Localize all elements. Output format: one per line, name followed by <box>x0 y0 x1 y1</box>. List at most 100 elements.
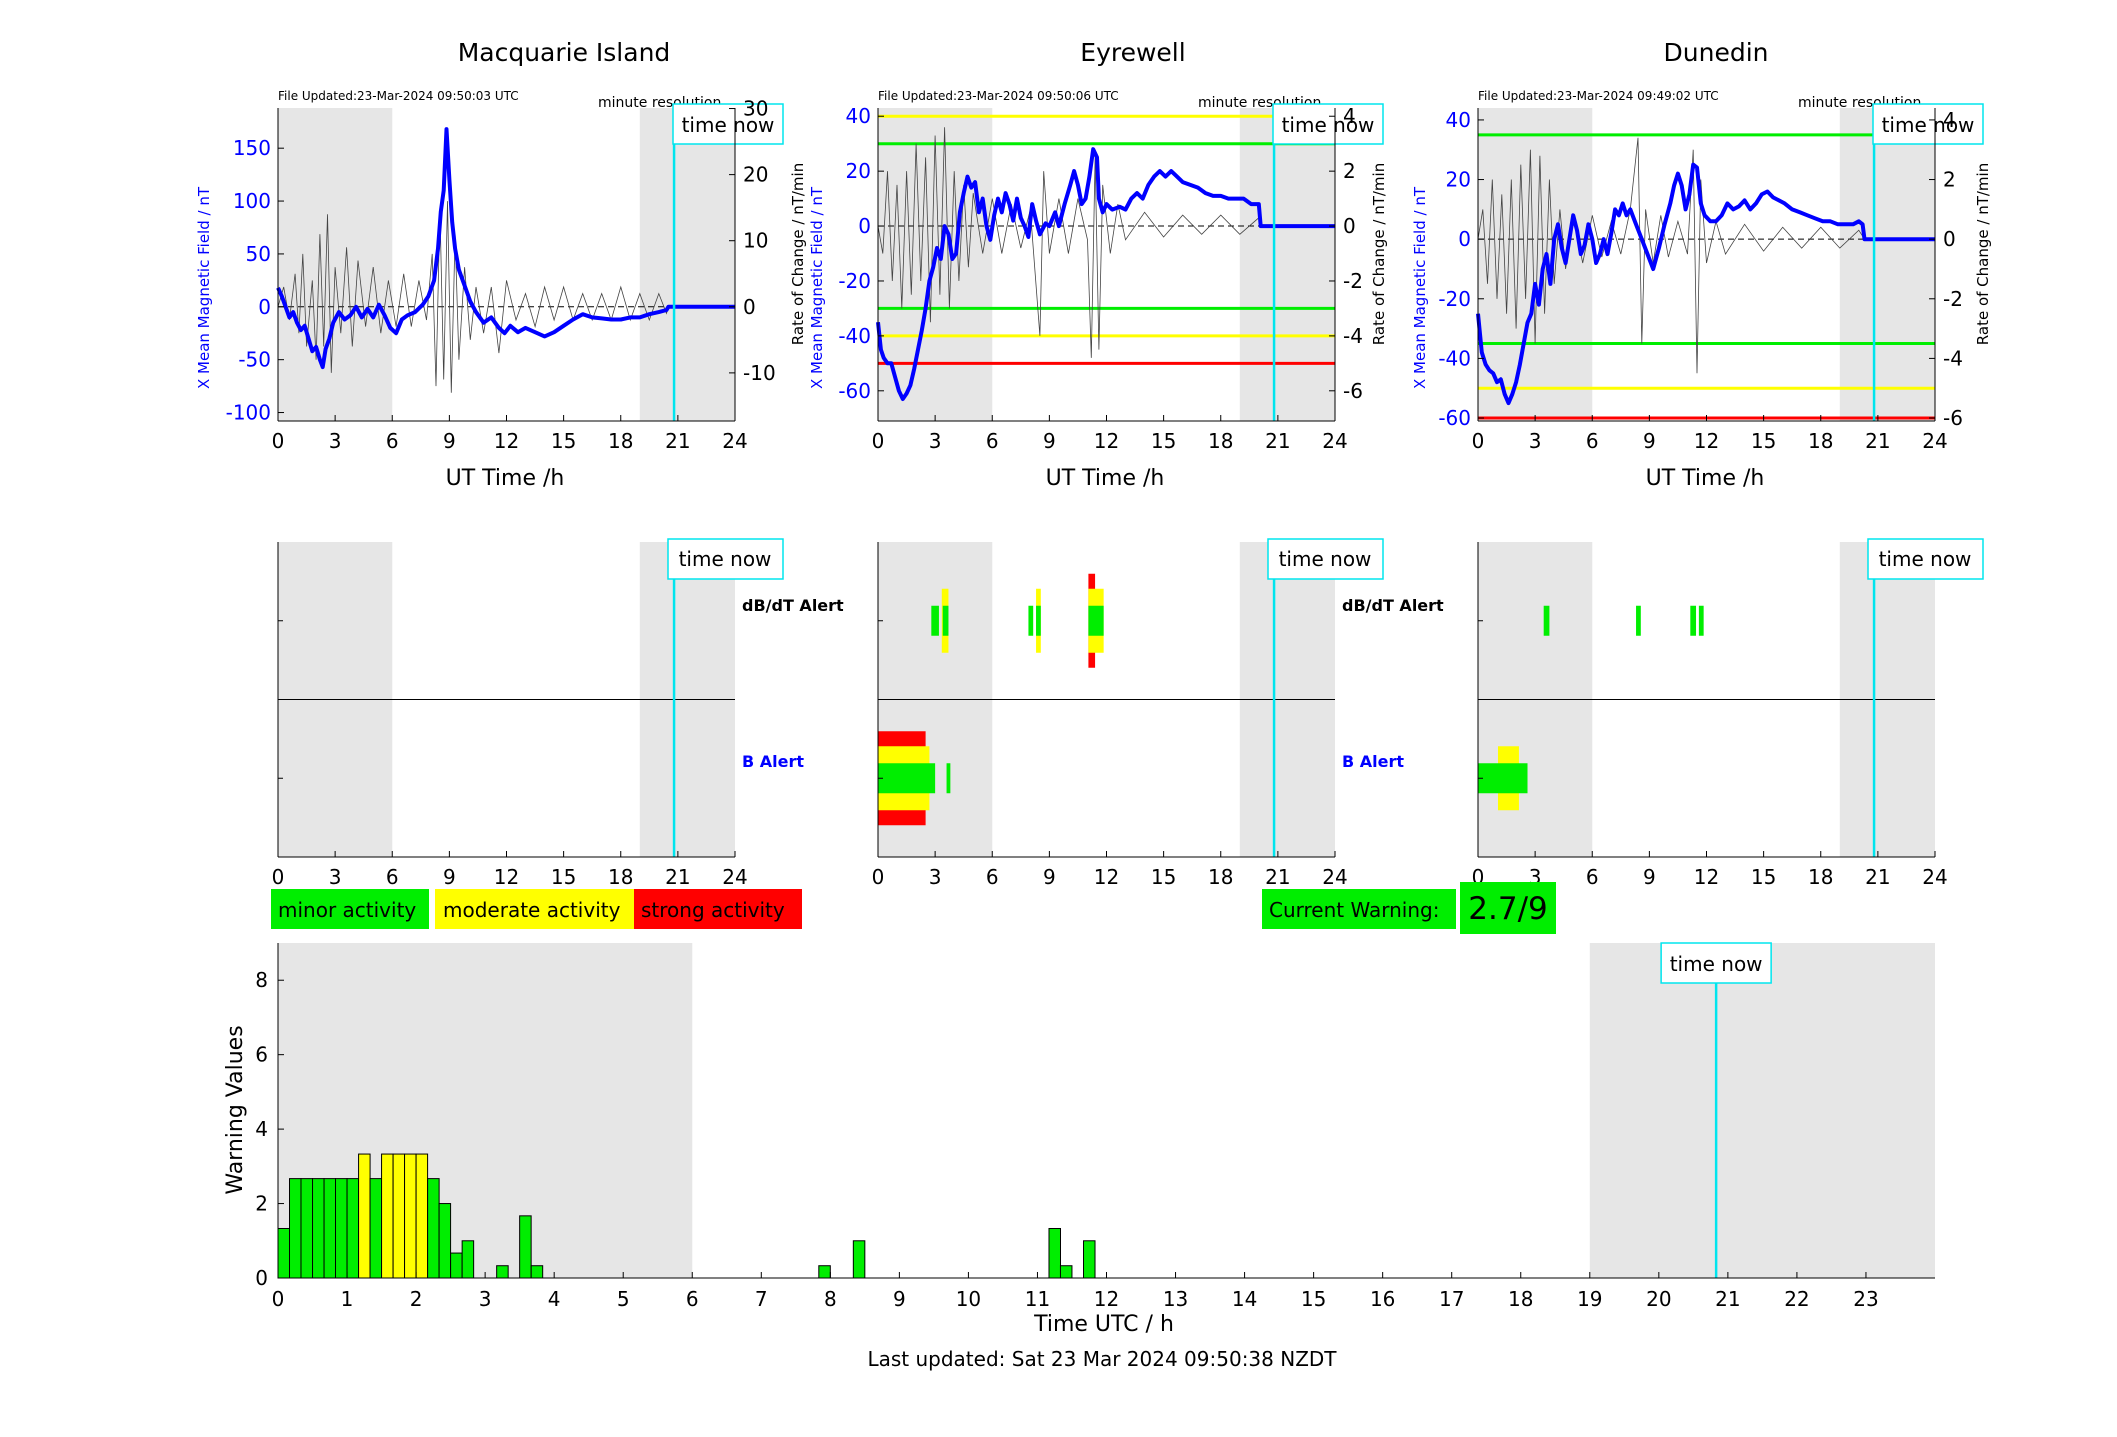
x-tick-label: 3 <box>929 865 942 889</box>
x-tick-label: 21 <box>1265 865 1290 889</box>
time-now-label: time now <box>679 547 772 571</box>
warning-bar <box>277 1227 291 1279</box>
night-shade <box>1478 108 1593 421</box>
right-tick-label: 20 <box>743 163 768 187</box>
left-tick-label: -40 <box>838 324 871 348</box>
right-tick-label: -10 <box>743 361 776 385</box>
time-now-box <box>1267 538 1384 580</box>
x-tick-label: 0 <box>872 865 885 889</box>
x-tick-label: 6 <box>986 429 999 453</box>
x-tick-label: 10 <box>956 1287 981 1311</box>
x-tick-label: 12 <box>1694 865 1719 889</box>
x-tick-label: 21 <box>1865 429 1890 453</box>
x-tick-label: 18 <box>608 429 633 453</box>
warning-bar <box>358 1153 371 1279</box>
time-now-box <box>1872 103 1984 145</box>
time-now-box <box>1660 942 1772 984</box>
left-tick-label: 40 <box>846 104 871 128</box>
station-title-macquarie: Macquarie Island <box>458 38 671 67</box>
right-tick-label: -4 <box>1343 324 1363 348</box>
night-shade <box>1589 943 1935 1278</box>
x-tick-label: 12 <box>1694 429 1719 453</box>
x-tick-label: 5 <box>617 1287 630 1311</box>
x-tick-label: 3 <box>929 429 942 453</box>
left-tick-label: -60 <box>838 379 871 403</box>
ylabel-field-dunedin: X Mean Magnetic Field / nT <box>1411 186 1429 389</box>
left-tick-label: -60 <box>1438 406 1471 430</box>
x-tick-label: 6 <box>386 429 399 453</box>
current-warning-value-box <box>1460 882 1556 934</box>
file-updated-eyrewell: File Updated:23-Mar-2024 09:50:06 UTC <box>878 89 1119 103</box>
x-tick-label: 15 <box>1151 865 1176 889</box>
warning-bar <box>289 1178 302 1279</box>
right-tick-label: 2 <box>1343 159 1356 183</box>
x-tick-label: 16 <box>1370 1287 1395 1311</box>
x-tick-label: 6 <box>1586 865 1599 889</box>
warning-bar <box>461 1240 475 1279</box>
x-tick-label: 19 <box>1577 1287 1602 1311</box>
warning-bar <box>496 1265 509 1279</box>
warning-bar <box>450 1252 463 1279</box>
left-tick-label: 50 <box>246 242 271 266</box>
warning-bar <box>323 1178 337 1279</box>
x-tick-label: 4 <box>548 1287 561 1311</box>
left-tick-label: 150 <box>233 136 271 160</box>
x-tick-label: 0 <box>1472 429 1485 453</box>
warning-bar <box>346 1178 360 1279</box>
b-alert-bar <box>1478 763 1528 794</box>
alert-panel-macquarie: time now 0 3 6 9 12 15 18 21 24 <box>272 538 784 889</box>
x-tick-label: 12 <box>494 865 519 889</box>
x-tick-label: 9 <box>1643 429 1656 453</box>
time-now-label: time now <box>1879 547 1972 571</box>
x-tick-label: 18 <box>1208 429 1233 453</box>
file-updated-macquarie: File Updated:23-Mar-2024 09:50:03 UTC <box>278 89 519 103</box>
warning-bar <box>530 1265 544 1279</box>
time-now-label: time now <box>1282 113 1375 137</box>
x-tick-label: 18 <box>1808 429 1833 453</box>
right-tick-label: -4 <box>1943 346 1963 370</box>
x-tick-label: 7 <box>755 1287 768 1311</box>
file-updated-dunedin: File Updated:23-Mar-2024 09:49:02 UTC <box>1478 89 1719 103</box>
warning-bar <box>381 1153 394 1279</box>
warning-xlabel: Time UTC / h <box>1033 1312 1174 1337</box>
x-tick-label: 13 <box>1163 1287 1188 1311</box>
right-tick-label: -2 <box>1343 269 1363 293</box>
time-now-label: time now <box>682 113 775 137</box>
x-tick-label: 20 <box>1646 1287 1671 1311</box>
x-tick-label: 21 <box>665 865 690 889</box>
dbdt-alert-bar <box>1698 605 1704 636</box>
legend-minor-swatch <box>271 889 429 929</box>
left-tick-label: 0 <box>858 214 871 238</box>
x-tick-label: 0 <box>272 865 285 889</box>
warning-bar <box>1083 1240 1096 1279</box>
x-tick-label: 9 <box>1043 429 1056 453</box>
y-tick-label: 8 <box>255 968 268 992</box>
legend-minor-label: minor activity <box>278 898 416 922</box>
x-tick-label: 24 <box>722 865 747 889</box>
time-now-label: time now <box>1882 113 1975 137</box>
current-warning-value: 2.7/9 <box>1468 891 1547 927</box>
dbdt-alert-bar <box>931 605 939 636</box>
x-tick-label: 12 <box>1094 865 1119 889</box>
night-shade <box>639 108 735 421</box>
warning-bar <box>335 1178 348 1279</box>
dbdt-alert-bar <box>942 605 949 636</box>
station-title-dunedin: Dunedin <box>1664 38 1769 67</box>
ylabel-rate-dunedin: Rate of Change / nT/min <box>1974 163 1992 345</box>
x-tick-label: 3 <box>1529 429 1542 453</box>
legend-strong-swatch <box>634 889 802 929</box>
left-tick-label: 0 <box>1458 227 1471 251</box>
right-tick-label: -6 <box>1943 406 1963 430</box>
x-tick-label: 1 <box>341 1287 354 1311</box>
x-tick-label: 12 <box>494 429 519 453</box>
warning-bar <box>1059 1265 1073 1279</box>
x-tick-label: 15 <box>1751 865 1776 889</box>
y-tick-label: 6 <box>255 1043 268 1067</box>
dbdt-alert-label-1: dB/dT Alert <box>742 596 844 615</box>
x-tick-label: 15 <box>1751 429 1776 453</box>
left-tick-label: 20 <box>846 159 871 183</box>
night-shade <box>1839 108 1935 421</box>
b-alert-bar <box>946 763 951 794</box>
